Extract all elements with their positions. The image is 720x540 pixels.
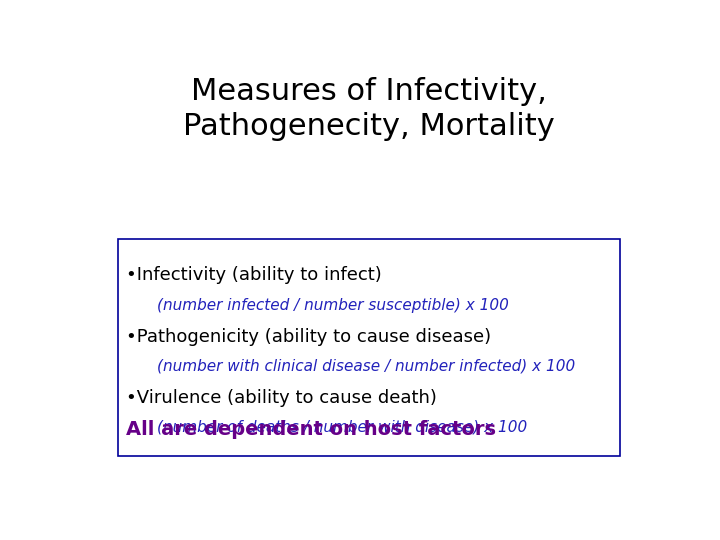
Text: (number infected / number susceptible) x 100: (number infected / number susceptible) x…: [157, 298, 509, 313]
FancyBboxPatch shape: [118, 239, 620, 456]
Text: (number with clinical disease / number infected) x 100: (number with clinical disease / number i…: [157, 359, 575, 374]
Text: (number of deaths / number with disease) x 100: (number of deaths / number with disease)…: [157, 420, 527, 435]
Text: All are dependent on host factors: All are dependent on host factors: [126, 420, 496, 439]
Text: •Virulence (ability to cause death): •Virulence (ability to cause death): [126, 389, 437, 407]
Text: Measures of Infectivity,
Pathogenecity, Mortality: Measures of Infectivity, Pathogenecity, …: [183, 77, 555, 141]
Text: •Infectivity (ability to infect): •Infectivity (ability to infect): [126, 266, 382, 285]
Text: •Pathogenicity (ability to cause disease): •Pathogenicity (ability to cause disease…: [126, 328, 491, 346]
